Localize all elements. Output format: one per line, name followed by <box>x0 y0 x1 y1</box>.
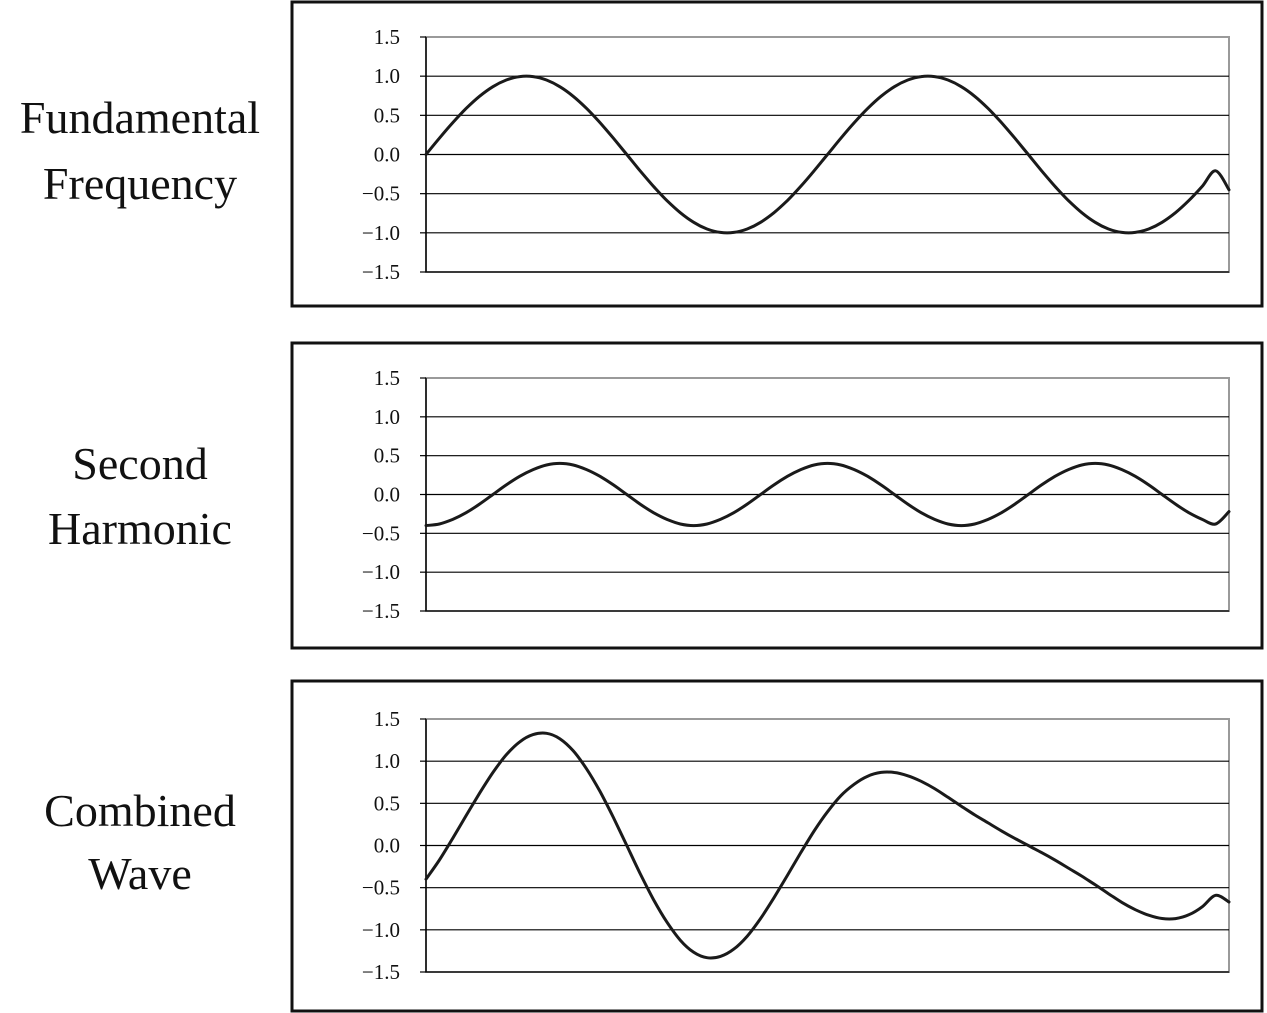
y-tick-label: −1.5 <box>362 960 400 984</box>
wave-line <box>424 731 1231 960</box>
chart-panel-3: Combined Wave 1.5 1.0 0.5 0.0 −0.5 −1.0 −1.5 <box>44 679 1264 1013</box>
panel-label-line: Frequency <box>43 158 237 209</box>
y-tick-label: −1.0 <box>362 221 400 245</box>
panel-frame <box>290 679 1264 1013</box>
y-tick-label: 0.0 <box>374 483 400 507</box>
y-tick-label: −1.0 <box>362 560 400 584</box>
panel-label-line: Second <box>72 438 207 489</box>
chart-panel-2: Second Harmonic 1.5 1.0 0.5 0.0 −0.5 −1.0 −1.5 <box>48 341 1264 650</box>
panel-label-line: Wave <box>88 848 192 899</box>
y-tick-label: 0.5 <box>374 103 400 127</box>
y-tick-label: 1.5 <box>374 25 400 49</box>
y-tick-label: 1.0 <box>374 64 400 88</box>
y-tick-label: 1.5 <box>374 707 400 731</box>
wave-line <box>424 74 1231 235</box>
y-tick-label: 1.0 <box>374 749 400 773</box>
y-tick-label: −0.5 <box>362 521 400 545</box>
y-tick-label: −0.5 <box>362 876 400 900</box>
panel-label-line: Harmonic <box>48 503 232 554</box>
panel-label-line: Combined <box>44 785 236 836</box>
panel-label-line: Fundamental <box>20 92 260 143</box>
y-tick-label: −1.0 <box>362 918 400 942</box>
y-tick-label: 0.0 <box>374 834 400 858</box>
wave-line <box>424 461 1231 528</box>
panel-frame <box>290 0 1264 308</box>
y-tick-label: −1.5 <box>362 599 400 623</box>
y-tick-label: 1.0 <box>374 405 400 429</box>
y-tick-label: 0.0 <box>374 143 400 167</box>
chart-panel-1: Fundamental Frequency 1.5 1.0 0.5 0.0 −0.5 −1.0… <box>20 0 1264 308</box>
y-tick-label: −0.5 <box>362 182 400 206</box>
y-tick-label: 0.5 <box>374 791 400 815</box>
y-tick-label: 1.5 <box>374 366 400 390</box>
panel-frame <box>290 341 1264 650</box>
y-tick-label: 0.5 <box>374 444 400 468</box>
y-tick-label: −1.5 <box>362 260 400 284</box>
